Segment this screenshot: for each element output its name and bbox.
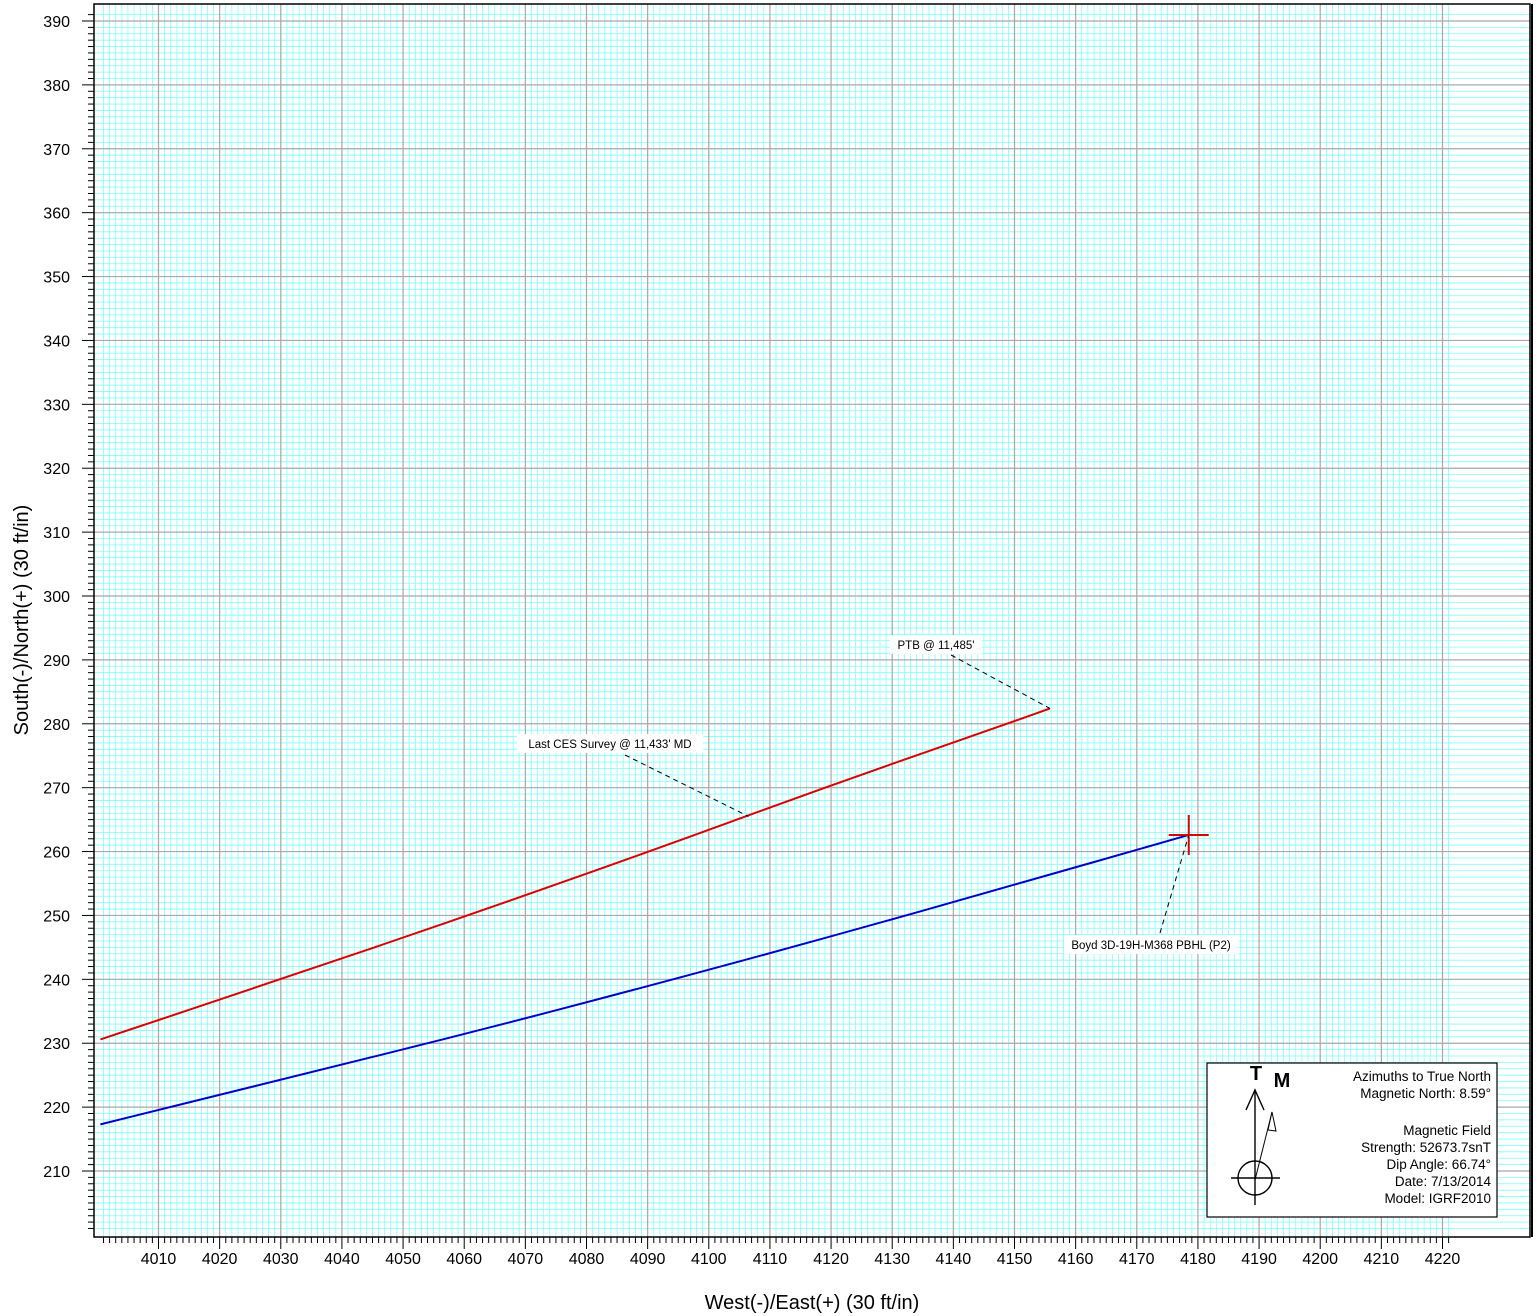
x-tick-label: 4160 — [1058, 1251, 1094, 1268]
y-tick-label: 310 — [43, 525, 70, 542]
legend-line-8: Model: IGRF2010 — [1384, 1191, 1491, 1206]
y-tick-label: 260 — [43, 845, 70, 862]
north-arrow-icon — [1231, 1088, 1280, 1205]
x-tick-label: 4200 — [1302, 1251, 1338, 1268]
x-tick-label: 4100 — [691, 1251, 727, 1268]
x-tick-label: 4050 — [385, 1251, 421, 1268]
x-tick-label: 4180 — [1180, 1251, 1216, 1268]
x-tick-label: 4220 — [1425, 1251, 1461, 1268]
annotation-bg — [516, 734, 704, 753]
y-tick-label: 280 — [43, 717, 70, 734]
magnetic-north-letter: M — [1274, 1070, 1291, 1092]
y-tick-label: 300 — [43, 589, 70, 606]
y-tick-label: 350 — [43, 270, 70, 287]
plot-frame — [93, 3, 1531, 1238]
y-tick-label: 320 — [43, 461, 70, 478]
annotation-bg — [890, 635, 982, 654]
legend-line-2: Magnetic North: 8.59° — [1360, 1086, 1491, 1101]
y-axis-title: South(-)/North(+) (30 ft/in) — [11, 505, 33, 736]
x-tick-label: 4070 — [508, 1251, 544, 1268]
annotation-label: PTB @ 11,485' — [898, 640, 975, 652]
legend-line-4: Magnetic Field — [1403, 1123, 1491, 1138]
x-tick-label: 4090 — [630, 1251, 666, 1268]
annotation-label: Last CES Survey @ 11,433' MD — [528, 739, 691, 751]
x-axis-title: West(-)/East(+) (30 ft/in) — [705, 1292, 920, 1314]
y-tick-label: 240 — [43, 972, 70, 989]
annotation-layer: PTB @ 11,485' Last CES Survey @ 11,433' M… — [516, 635, 1238, 954]
x-tick-label: 4020 — [202, 1251, 238, 1268]
x-tick-label: 4080 — [569, 1251, 605, 1268]
y-tick-label: 230 — [43, 1036, 70, 1053]
axis-layer: 4010 4020 4030 4040 4050 4060 4070 4080 4090 4100… — [43, 14, 1460, 1268]
y-tick-label: 390 — [43, 14, 70, 31]
annotation-leader — [1159, 834, 1190, 934]
x-tick-label: 4190 — [1241, 1251, 1277, 1268]
x-tick-label: 4110 — [753, 1251, 788, 1268]
legend-line-1: Azimuths to True North — [1353, 1069, 1491, 1084]
series-line-1 — [100, 707, 1051, 1041]
annotation-leader — [950, 654, 1051, 709]
x-tick-label: 4150 — [997, 1251, 1033, 1268]
y-tick-label: 290 — [43, 653, 70, 670]
y-tick-label: 370 — [43, 142, 70, 159]
y-tick-label: 340 — [43, 333, 70, 350]
y-tick-label: 210 — [43, 1164, 70, 1181]
north-legend: T M Azimuths to True North Magnetic Nort… — [1206, 1062, 1498, 1218]
x-tick-label: 4040 — [324, 1251, 360, 1268]
legend-line-5: Strength: 52673.7snT — [1361, 1140, 1491, 1155]
y-tick-label: 220 — [43, 1100, 70, 1117]
major-grid — [94, 4, 1530, 1237]
y-tick-label: 330 — [43, 397, 70, 414]
x-tick-label: 4130 — [874, 1251, 910, 1268]
x-tick-label: 4140 — [936, 1251, 972, 1268]
annotation-leader — [624, 754, 749, 817]
legend-line-7: Date: 7/13/2014 — [1395, 1174, 1492, 1189]
y-tick-label: 380 — [43, 78, 70, 95]
x-tick-label: 4170 — [1119, 1251, 1155, 1268]
x-tick-label: 4210 — [1364, 1251, 1400, 1268]
x-tick-label: 4060 — [446, 1251, 482, 1268]
x-tick-label: 4030 — [263, 1251, 299, 1268]
legend-line-6: Dip Angle: 66.74° — [1387, 1157, 1491, 1172]
annotation-label: Boyd 3D-19H-M368 PBHL (P2) — [1071, 940, 1231, 952]
annotation-bg — [1064, 935, 1238, 954]
y-tick-label: 360 — [43, 206, 70, 223]
y-tick-label: 250 — [43, 908, 70, 925]
series-line-2 — [100, 833, 1190, 1126]
true-north-letter: T — [1250, 1063, 1262, 1085]
x-tick-label: 4120 — [813, 1251, 849, 1268]
y-tick-label: 270 — [43, 781, 70, 798]
x-tick-label: 4010 — [141, 1251, 177, 1268]
plot-area — [94, 4, 1530, 1237]
